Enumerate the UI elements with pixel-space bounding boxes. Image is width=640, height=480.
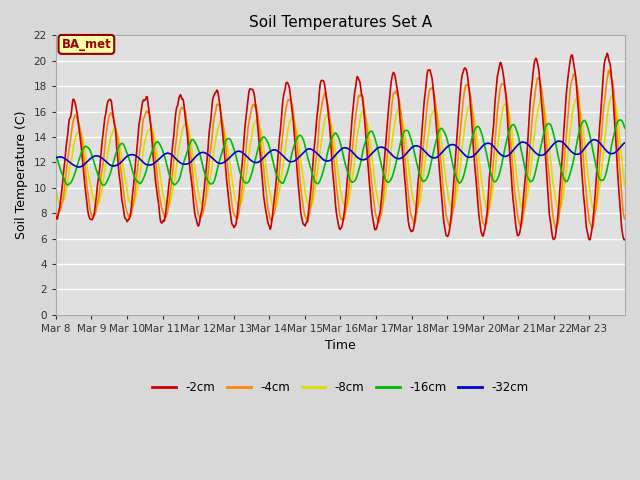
Title: Soil Temperatures Set A: Soil Temperatures Set A — [249, 15, 432, 30]
Y-axis label: Soil Temperature (C): Soil Temperature (C) — [15, 111, 28, 240]
Legend: -2cm, -4cm, -8cm, -16cm, -32cm: -2cm, -4cm, -8cm, -16cm, -32cm — [148, 376, 533, 399]
Text: BA_met: BA_met — [61, 38, 111, 51]
X-axis label: Time: Time — [325, 339, 356, 352]
